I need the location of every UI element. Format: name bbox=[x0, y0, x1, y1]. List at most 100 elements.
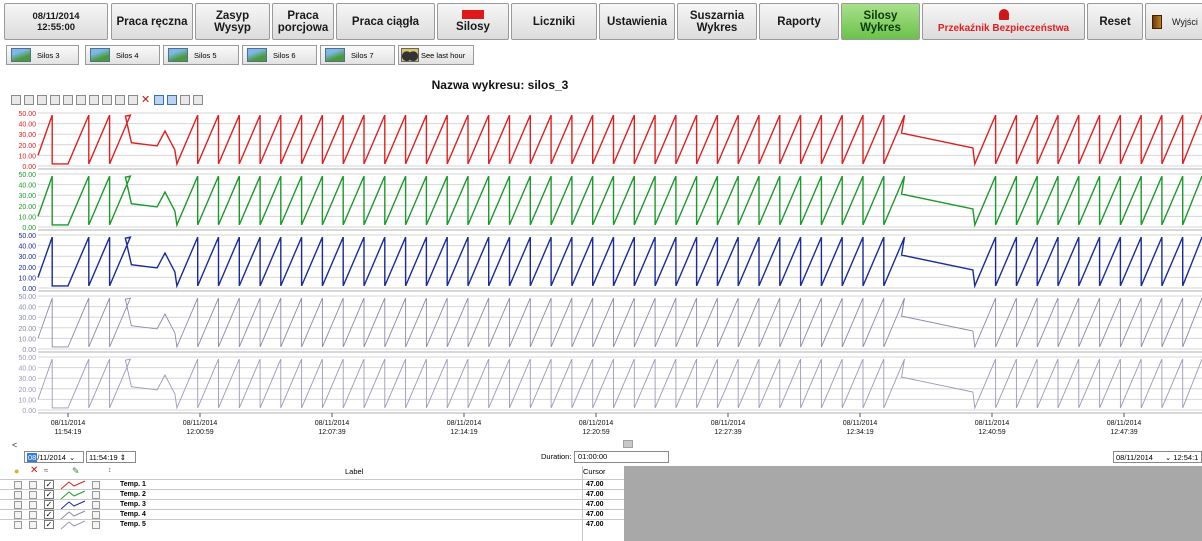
pen-style-swatch bbox=[60, 520, 86, 530]
delete-pen-icon[interactable]: ✕ bbox=[30, 465, 39, 476]
scrollbar-thumb[interactable] bbox=[623, 440, 633, 448]
start-time-spinner[interactable]: 11:54:19 ⇕ bbox=[86, 451, 136, 463]
praca-ciagla-button[interactable]: Praca ciągła bbox=[336, 3, 435, 40]
delete-icon[interactable]: ✕ bbox=[141, 94, 151, 106]
scroll-left-arrow-icon[interactable]: < bbox=[12, 440, 18, 450]
start-date-picker[interactable]: 08/11/2014 ⌄ bbox=[24, 451, 84, 463]
end-date-picker[interactable]: 08/11/2014 bbox=[1113, 451, 1165, 463]
visibility-checkbox[interactable]: ✓ bbox=[44, 480, 54, 489]
tab-silos-3[interactable]: Silos 3 bbox=[6, 45, 79, 65]
silosy-wykres-button[interactable]: Silosy Wykres bbox=[841, 3, 920, 40]
chart-icon bbox=[11, 48, 31, 62]
pen-color-box[interactable] bbox=[14, 511, 22, 519]
pen-option-box[interactable] bbox=[29, 521, 37, 529]
axis-option-box[interactable] bbox=[92, 481, 100, 489]
legend-row-cursor-value: 47.00 bbox=[586, 521, 604, 528]
x-tick-date: 08/11/2014 bbox=[711, 420, 746, 427]
y-tick-label: 0.00 bbox=[22, 286, 36, 293]
move-icon[interactable] bbox=[128, 95, 138, 105]
table-icon[interactable] bbox=[102, 95, 112, 105]
silosy-button[interactable]: Silosy bbox=[437, 3, 509, 40]
ustawienia-button[interactable]: Ustawienia bbox=[599, 3, 675, 40]
legend-row[interactable]: ✓ Temp. 4 47.00 bbox=[0, 509, 624, 520]
legend-row-cursor-value: 47.00 bbox=[586, 491, 604, 498]
x-tick-date: 08/11/2014 bbox=[843, 420, 878, 427]
pen-style-swatch bbox=[60, 480, 86, 490]
suszarnia-wykres-button[interactable]: Suszarnia Wykres bbox=[677, 3, 757, 40]
x-tick-time: 12:00:59 bbox=[186, 429, 213, 436]
series-line-2 bbox=[37, 175, 1202, 228]
chart-series bbox=[37, 114, 1202, 410]
legend-row[interactable]: ✓ Temp. 2 47.00 bbox=[0, 489, 624, 500]
x-tick-time: 12:40:59 bbox=[978, 429, 1005, 436]
y-tick-label: 50.00 bbox=[18, 294, 36, 301]
x-tick-time: 12:47:39 bbox=[1110, 429, 1137, 436]
see-last-hour-button[interactable]: See last hour bbox=[398, 45, 474, 65]
start-time-value: 11:54:19 bbox=[89, 452, 118, 462]
visibility-icon[interactable]: ≈ bbox=[44, 466, 49, 475]
zoom-out-icon[interactable] bbox=[76, 95, 86, 105]
x-tick-time: 12:27:39 bbox=[714, 429, 741, 436]
binoculars-icon bbox=[401, 48, 419, 62]
zoom-in-icon[interactable] bbox=[63, 95, 73, 105]
liczniki-button[interactable]: Liczniki bbox=[511, 3, 597, 40]
trend-chart[interactable]: 50.0040.0030.0020.0010.000.0050.0040.003… bbox=[0, 107, 1202, 439]
wyjscie-button[interactable]: Wyjści bbox=[1145, 3, 1202, 40]
zoom-reset-icon[interactable] bbox=[89, 95, 99, 105]
tab-silos-3-label: Silos 3 bbox=[37, 50, 60, 60]
legend-row[interactable]: ✓ Temp. 1 47.00 bbox=[0, 479, 624, 490]
layout-split-icon[interactable] bbox=[167, 95, 177, 105]
copy-icon[interactable] bbox=[11, 95, 21, 105]
pen-color-box[interactable] bbox=[14, 481, 22, 489]
chevron-down-icon: ⌄ bbox=[1165, 452, 1172, 462]
przekaznik-label: Przekaźnik Bezpieczeństwa bbox=[937, 22, 1070, 34]
folder-icon[interactable]: ● bbox=[14, 466, 20, 476]
axis-option-box[interactable] bbox=[92, 511, 100, 519]
przekaznik-bezpieczenstwa-button[interactable]: Przekaźnik Bezpieczeństwa bbox=[922, 3, 1085, 40]
legend-row[interactable]: ✓ Temp. 3 47.00 bbox=[0, 499, 624, 510]
print-icon[interactable] bbox=[24, 95, 34, 105]
pen-color-box[interactable] bbox=[14, 491, 22, 499]
axis-option-box[interactable] bbox=[92, 501, 100, 509]
freeze-icon[interactable] bbox=[193, 95, 203, 105]
tab-silos-5[interactable]: Silos 5 bbox=[163, 45, 239, 65]
end-time-spinner[interactable]: ⌄ 12:54:1 bbox=[1163, 451, 1202, 463]
pen-option-box[interactable] bbox=[29, 491, 37, 499]
axis-icon[interactable]: ↕ bbox=[108, 467, 112, 474]
reset-button[interactable]: Reset bbox=[1087, 3, 1143, 40]
tab-silos-7[interactable]: Silos 7 bbox=[320, 45, 395, 65]
legend-row-label: Temp. 4 bbox=[120, 511, 146, 518]
x-tick-date: 08/11/2014 bbox=[1107, 420, 1142, 427]
end-time-value: 12:54:1 bbox=[1173, 452, 1199, 462]
visibility-checkbox[interactable]: ✓ bbox=[44, 520, 54, 529]
zoom-x-icon[interactable] bbox=[50, 95, 60, 105]
pen-color-box[interactable] bbox=[14, 501, 22, 509]
pen-style-icon[interactable]: ✎ bbox=[72, 466, 80, 476]
raporty-button[interactable]: Raporty bbox=[759, 3, 839, 40]
duration-input[interactable]: 01:00:00 bbox=[574, 451, 669, 463]
pen-color-box[interactable] bbox=[14, 521, 22, 529]
pen-option-box[interactable] bbox=[29, 511, 37, 519]
axis-option-box[interactable] bbox=[92, 521, 100, 529]
y-tick-label: 20.00 bbox=[18, 387, 36, 394]
add-pen-icon[interactable] bbox=[115, 95, 125, 105]
zoom-region-icon[interactable] bbox=[37, 95, 47, 105]
praca-reczna-button[interactable]: Praca ręczna bbox=[111, 3, 193, 40]
tab-silos-6[interactable]: Silos 6 bbox=[242, 45, 317, 65]
visibility-checkbox[interactable]: ✓ bbox=[44, 500, 54, 509]
cursor-icon[interactable] bbox=[180, 95, 190, 105]
visibility-checkbox[interactable]: ✓ bbox=[44, 510, 54, 519]
y-tick-label: 0.00 bbox=[22, 347, 36, 354]
layout-stacked-icon[interactable] bbox=[154, 95, 164, 105]
silosy-alarm-indicator bbox=[462, 10, 484, 19]
pen-option-box[interactable] bbox=[29, 501, 37, 509]
visibility-checkbox[interactable]: ✓ bbox=[44, 490, 54, 499]
main-menu-bar: 08/11/2014 12:55:00 Praca ręczna Zasyp W… bbox=[0, 0, 1202, 42]
praca-porcjowa-button[interactable]: Praca porcjowa bbox=[272, 3, 334, 40]
axis-option-box[interactable] bbox=[92, 491, 100, 499]
legend-row[interactable]: ✓ Temp. 5 47.00 bbox=[0, 519, 624, 530]
zasyp-wysyp-button[interactable]: Zasyp Wysyp bbox=[195, 3, 270, 40]
pen-option-box[interactable] bbox=[29, 481, 37, 489]
duration-label: Duration: bbox=[541, 452, 572, 461]
tab-silos-4[interactable]: Silos 4 bbox=[85, 45, 160, 65]
